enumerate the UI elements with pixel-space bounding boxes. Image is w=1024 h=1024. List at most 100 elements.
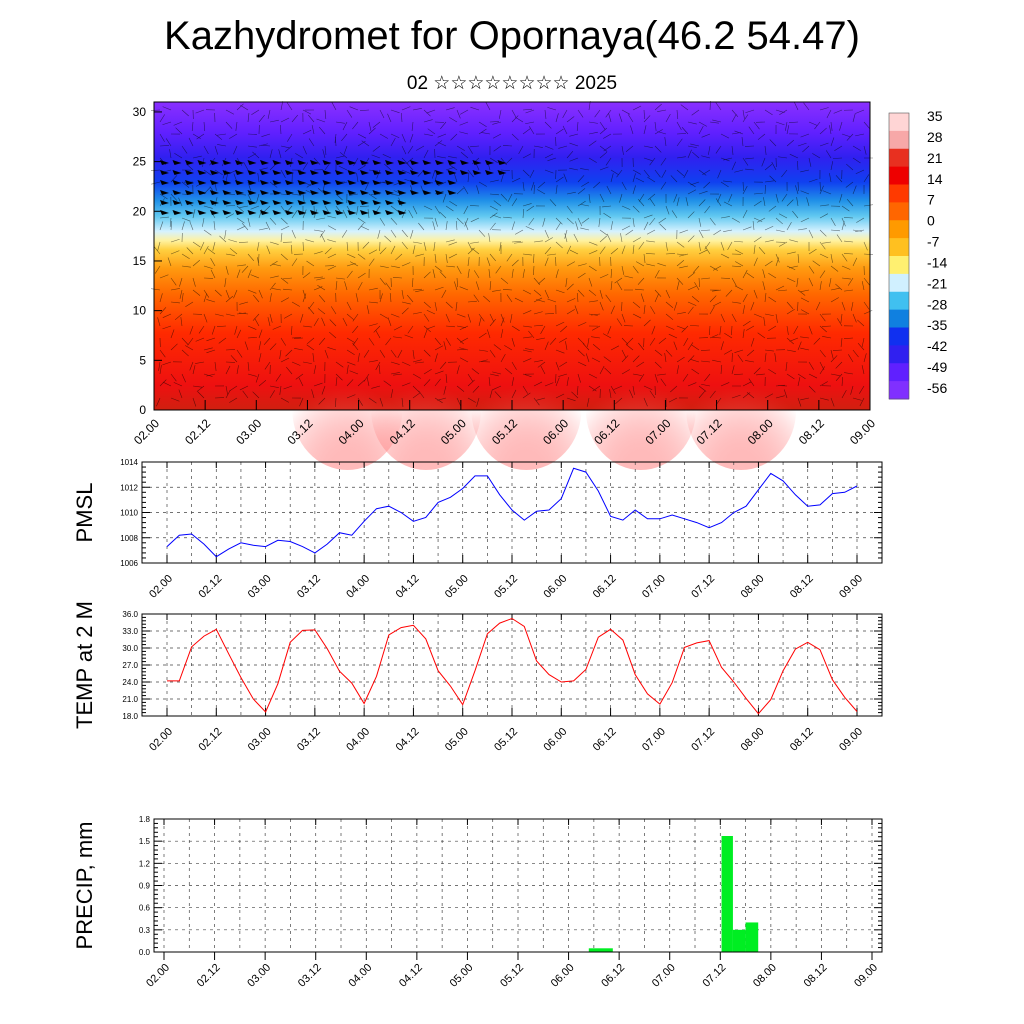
wind-barb (673, 301, 678, 311)
wind-barb (845, 181, 854, 188)
wind-barb (456, 397, 462, 407)
wind-barb (214, 169, 223, 175)
wind-barb (280, 337, 287, 346)
wind-barb (725, 289, 733, 297)
wind-barb (819, 381, 828, 387)
wind-barb (671, 210, 678, 219)
wind-barb (852, 113, 856, 123)
wind-barb (731, 161, 736, 171)
wind-barb (321, 385, 326, 395)
wind-barb (863, 353, 867, 363)
wind-barb (742, 305, 745, 315)
wind-barb (478, 121, 487, 128)
wind-barb (506, 253, 513, 262)
wind-barb (704, 205, 711, 214)
wind-barb (750, 301, 755, 311)
wind-barb (562, 125, 568, 135)
wind-barb (471, 248, 480, 255)
wind-barb (544, 237, 553, 243)
wind-barb (445, 205, 454, 212)
wind-barb (456, 109, 461, 119)
wind-barb (434, 217, 438, 227)
wind-barb (654, 293, 659, 303)
wind-barb (822, 336, 832, 339)
wind-barb (837, 318, 843, 327)
wind-barb (511, 389, 517, 399)
wind-barb (478, 313, 485, 322)
wind-barb (624, 275, 634, 279)
wind-barb (169, 149, 172, 159)
wind-barb (687, 145, 697, 148)
wind-barb (404, 334, 414, 339)
wind-barb (368, 301, 378, 304)
wind-flag (310, 210, 319, 215)
wind-barb (492, 133, 502, 139)
y-tick-label: 1012 (120, 483, 138, 492)
wind-barb (569, 249, 579, 255)
wind-barb (515, 229, 524, 235)
wind-barb (582, 343, 590, 351)
wind-barb (731, 113, 737, 123)
wind-barb (632, 355, 640, 363)
x-tick-label: 08.00 (739, 573, 767, 601)
wind-barb (731, 109, 739, 117)
wind-barb (390, 349, 397, 358)
wind-barb (522, 289, 532, 295)
wind-flag (422, 170, 432, 175)
wind-flag (185, 170, 194, 175)
wind-barb (258, 143, 268, 147)
x-tick-label: 04.12 (397, 962, 425, 990)
wind-barb (800, 309, 810, 315)
wind-barb (415, 253, 425, 257)
wind-barb (808, 178, 818, 183)
wind-barb (407, 325, 414, 334)
wind-barb (748, 126, 755, 135)
heatmap-y-tick-label: 25 (133, 155, 147, 169)
wind-barb (547, 107, 557, 111)
wind-barb (734, 285, 744, 291)
wind-barb (643, 169, 650, 178)
wind-barb (812, 153, 821, 159)
wind-barb (676, 311, 686, 315)
wind-barb (321, 317, 326, 327)
wind-barb (544, 257, 549, 267)
wind-barb (599, 365, 605, 375)
wind-barb (769, 175, 777, 183)
wind-barb (833, 109, 843, 114)
wind-barb (511, 337, 515, 347)
wind-flag (197, 190, 207, 195)
wind-flag (297, 160, 307, 165)
wind-barb (489, 222, 496, 231)
wind-barb (547, 298, 557, 303)
wind-barb (481, 132, 491, 135)
wind-barb (709, 295, 717, 303)
wind-barb (687, 272, 696, 279)
wind-barb (602, 333, 612, 339)
wind-barb (859, 385, 865, 394)
wind-flag (410, 190, 419, 195)
wind-barb (649, 337, 656, 346)
wind-barb (676, 138, 683, 147)
wind-barb (665, 301, 674, 309)
wind-barb (236, 103, 244, 111)
wind-barb (815, 301, 821, 311)
wind-barb (434, 265, 443, 272)
wind-barb (459, 121, 469, 126)
wind-barb (478, 229, 486, 237)
wind-barb (632, 217, 635, 227)
wind-barb (636, 261, 645, 267)
wind-barb (162, 121, 172, 126)
wind-barb (753, 245, 756, 255)
wind-barb (855, 109, 865, 114)
wind-barb (335, 373, 343, 381)
wind-barb (533, 240, 543, 243)
wind-flag (322, 180, 332, 185)
wind-barb (293, 337, 304, 339)
wind-barb (599, 274, 609, 279)
wind-barb (819, 270, 826, 279)
wind-barb (625, 145, 634, 152)
colorbar-segment (889, 113, 909, 132)
wind-barb (640, 293, 645, 303)
wind-barb (455, 221, 458, 231)
wind-barb (690, 358, 700, 363)
